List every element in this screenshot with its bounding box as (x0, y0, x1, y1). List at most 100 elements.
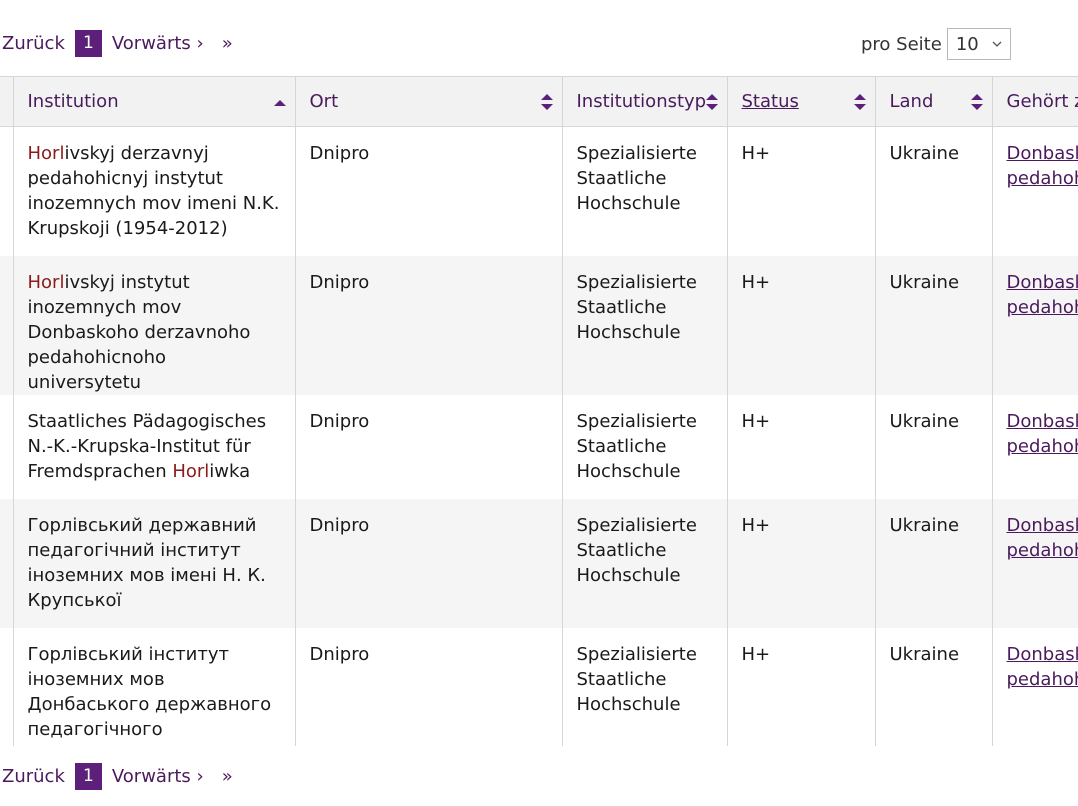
cell-land: Ukraine (875, 255, 993, 395)
cell-status: H+ (727, 498, 876, 628)
cell-institution: Горлівський інститут іноземних мов Донба… (13, 627, 296, 746)
header-belongs-label: Gehört z (1006, 91, 1078, 112)
table-row: Горлівський інститут іноземних мов Донба… (0, 627, 1078, 746)
cell-belongs-to: Donbask pedahoh (992, 627, 1078, 746)
header-spacer (0, 76, 14, 127)
typ-line: Spezialisierte (576, 410, 697, 432)
next-page-link[interactable]: Vorwärts › (111, 32, 204, 54)
current-page-number[interactable]: 1 (74, 29, 102, 57)
header-institution-label: Institution (27, 91, 119, 112)
header-ort[interactable]: Ort (295, 76, 563, 127)
per-page-select[interactable]: 10 (946, 28, 1011, 60)
per-page-label: pro Seite (861, 33, 942, 55)
header-land[interactable]: Land (875, 76, 993, 127)
header-ort-label: Ort (309, 91, 339, 112)
cell-belongs-to: Donbask pedahoh (992, 394, 1078, 499)
belongs-to-link[interactable]: Donbask (1006, 514, 1078, 536)
cell-status: H+ (727, 255, 876, 395)
cell-institution: Horlivskyj instytut inozemnych mov Donba… (13, 255, 296, 395)
cell-land: Ukraine (875, 394, 993, 499)
cell-belongs-to: Donbask pedahoh (992, 126, 1078, 256)
typ-line: Hochschule (576, 693, 681, 715)
cell-land: Ukraine (875, 126, 993, 256)
belongs-to-link[interactable]: Donbask (1006, 143, 1078, 164)
cell-institutionstyp: Spezialisierte Staatliche Hochschule (562, 126, 728, 256)
cell-ort: Dnipro (295, 627, 563, 746)
typ-line: Spezialisierte (576, 143, 697, 164)
header-status-label[interactable]: Status (741, 91, 799, 112)
cell-institutionstyp: Spezialisierte Staatliche Hochschule (562, 498, 728, 628)
cell-belongs-to: Donbask pedahoh (992, 498, 1078, 628)
cell-institution: Horlivskyj derzavnyj pedahohicnyj instyt… (13, 126, 296, 256)
current-page-number[interactable]: 1 (74, 762, 102, 790)
cell-institution: Staatliches Pädagogisches N.-K.-Krupska-… (13, 394, 296, 499)
sort-icon[interactable] (705, 92, 719, 112)
table-row: Horlivskyj derzavnyj pedahohicnyj instyt… (0, 126, 1078, 256)
row-spacer (0, 498, 14, 628)
institution-name-suffix: iwka (209, 460, 251, 482)
typ-line: Staatliche (576, 435, 667, 457)
cell-ort: Dnipro (295, 126, 563, 256)
institution-name: ivskyj instytut inozemnych mov Donbaskoh… (27, 271, 251, 393)
prev-page-link[interactable]: Zurück (2, 765, 65, 787)
table-row: Горлівський державний педагогічний інсти… (0, 498, 1078, 628)
header-land-label: Land (889, 91, 934, 112)
cell-ort: Dnipro (295, 255, 563, 395)
table-row: Staatliches Pädagogisches N.-K.-Krupska-… (0, 394, 1078, 499)
belongs-to-link[interactable]: pedahoh (1006, 168, 1078, 189)
results-table: Institution Ort Institutionstyp Status L… (0, 76, 1078, 746)
last-page-link[interactable]: » (221, 32, 233, 54)
typ-line: Hochschule (576, 564, 681, 586)
sort-icon[interactable] (540, 92, 554, 112)
cell-institutionstyp: Spezialisierte Staatliche Hochschule (562, 627, 728, 746)
cell-ort: Dnipro (295, 394, 563, 499)
institution-name: Staatliches Pädagogisches N.-K.-Krupska-… (27, 410, 267, 482)
cell-status: H+ (727, 394, 876, 499)
belongs-to-link[interactable]: Donbask (1006, 271, 1078, 293)
cell-institutionstyp: Spezialisierte Staatliche Hochschule (562, 394, 728, 499)
cell-institution: Горлівський державний педагогічний інсти… (13, 498, 296, 628)
belongs-to-link[interactable]: pedahoh (1006, 296, 1078, 318)
typ-line: Hochschule (576, 193, 681, 214)
typ-line: Staatliche (576, 296, 667, 318)
header-institutionstyp[interactable]: Institutionstyp (562, 76, 728, 127)
institution-name: ivskyj derzavnyj pedahohicnyj instytut i… (27, 143, 280, 239)
belongs-to-link[interactable]: pedahoh (1006, 539, 1078, 561)
sort-icon[interactable] (970, 92, 984, 112)
belongs-to-link[interactable]: Donbask (1006, 410, 1078, 432)
typ-line: Spezialisierte (576, 643, 697, 665)
next-page-link[interactable]: Vorwärts › (111, 765, 204, 787)
results-table-container: Institution Ort Institutionstyp Status L… (0, 76, 1078, 746)
typ-line: Staatliche (576, 168, 667, 189)
typ-line: Hochschule (576, 321, 681, 343)
header-status[interactable]: Status (727, 76, 876, 127)
search-highlight: Horl (27, 271, 65, 293)
pagination-bottom: Zurück 1 Vorwärts › » (2, 761, 233, 791)
typ-line: Spezialisierte (576, 514, 697, 536)
cell-status: H+ (727, 627, 876, 746)
typ-line: Staatliche (576, 668, 667, 690)
belongs-to-link[interactable]: pedahoh (1006, 668, 1078, 690)
cell-land: Ukraine (875, 627, 993, 746)
sort-ascending-icon[interactable] (273, 92, 287, 112)
table-header-row: Institution Ort Institutionstyp Status L… (0, 76, 1078, 127)
cell-institutionstyp: Spezialisierte Staatliche Hochschule (562, 255, 728, 395)
sort-icon[interactable] (853, 92, 867, 112)
search-highlight: Horl (27, 143, 65, 164)
row-spacer (0, 126, 14, 256)
last-page-link[interactable]: » (221, 765, 233, 787)
header-typ-label: Institutionstyp (576, 91, 707, 112)
cell-ort: Dnipro (295, 498, 563, 628)
belongs-to-link[interactable]: pedahoh (1006, 435, 1078, 457)
pagination-top: Zurück 1 Vorwärts › » (2, 28, 233, 58)
chevron-down-icon (992, 41, 1002, 47)
belongs-to-link[interactable]: Donbask (1006, 643, 1078, 665)
cell-land: Ukraine (875, 498, 993, 628)
header-institution[interactable]: Institution (13, 76, 296, 127)
typ-line: Spezialisierte (576, 271, 697, 293)
cell-belongs-to: Donbask pedahoh (992, 255, 1078, 395)
row-spacer (0, 394, 14, 499)
prev-page-link[interactable]: Zurück (2, 32, 65, 54)
typ-line: Hochschule (576, 460, 681, 482)
table-row: Horlivskyj instytut inozemnych mov Donba… (0, 255, 1078, 395)
